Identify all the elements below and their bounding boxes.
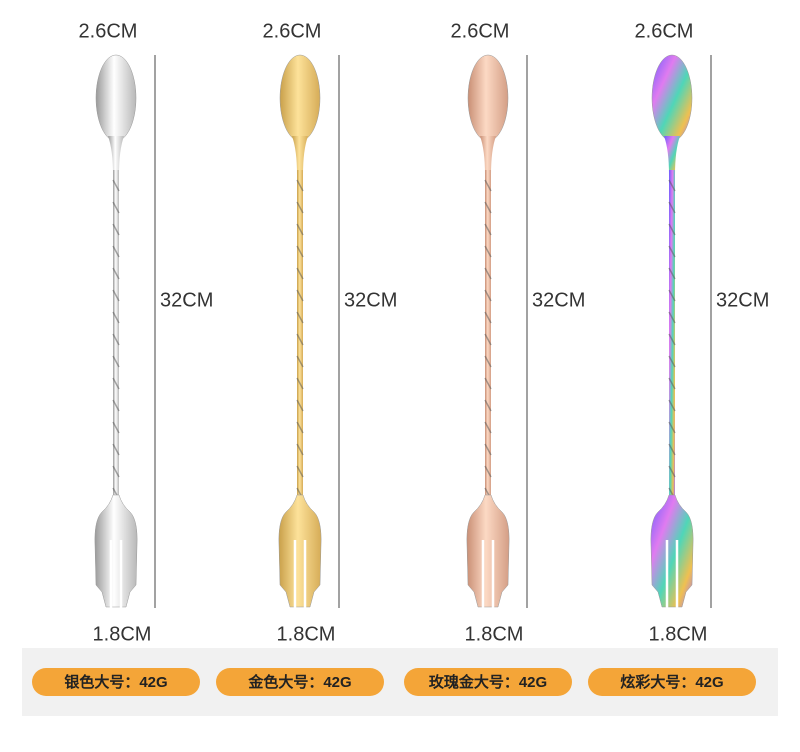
- twist: [296, 355, 304, 368]
- twist: [668, 355, 676, 368]
- twist: [484, 355, 492, 368]
- bottom-width: 1.8CM: [277, 623, 336, 645]
- twist: [296, 443, 304, 456]
- spoon-neck: [664, 136, 680, 175]
- twist: [112, 311, 120, 324]
- twist: [484, 223, 492, 236]
- twist: [668, 421, 676, 434]
- bottom-width: 1.8CM: [465, 623, 524, 645]
- product-label: 银色大号：42G: [64, 673, 167, 691]
- twist: [112, 421, 120, 434]
- twist: [112, 399, 120, 412]
- label-pill: [588, 668, 756, 696]
- twist: [112, 289, 120, 302]
- twist: [296, 245, 304, 258]
- twist: [112, 377, 120, 390]
- spoon: [650, 54, 694, 608]
- product-label: 玫瑰金大号：42G: [429, 673, 547, 691]
- spoon: [94, 54, 138, 608]
- fork-head: [650, 494, 694, 608]
- twist: [484, 267, 492, 280]
- twist: [296, 311, 304, 324]
- twist: [484, 179, 492, 192]
- length: 32CM: [716, 289, 769, 311]
- twist: [668, 377, 676, 390]
- top-width: 2.6CM: [635, 20, 694, 42]
- spoon-bowl: [651, 54, 693, 142]
- twist: [668, 223, 676, 236]
- twist: [484, 443, 492, 456]
- label-pill: [32, 668, 200, 696]
- twist: [296, 465, 304, 478]
- twist: [484, 377, 492, 390]
- spoon-neck: [292, 136, 308, 175]
- product-label: 金色大号：42G: [247, 673, 351, 691]
- top-width: 2.6CM: [451, 20, 510, 42]
- twist: [296, 179, 304, 192]
- fork-head: [94, 494, 138, 608]
- product-label: 炫彩大号：42G: [620, 673, 723, 691]
- length: 32CM: [532, 289, 585, 311]
- bottom-width: 1.8CM: [649, 623, 708, 645]
- twist: [112, 333, 120, 346]
- top-width: 2.6CM: [79, 20, 138, 42]
- twist: [112, 179, 120, 192]
- twist: [112, 443, 120, 456]
- top-width: 2.6CM: [263, 20, 322, 42]
- twist: [112, 465, 120, 478]
- spoon-bowl: [279, 54, 321, 142]
- twist: [484, 399, 492, 412]
- twist: [296, 223, 304, 236]
- twist: [668, 179, 676, 192]
- twist: [484, 289, 492, 302]
- twist: [296, 201, 304, 214]
- twist: [668, 465, 676, 478]
- twist: [668, 333, 676, 346]
- twist: [112, 355, 120, 368]
- twist: [112, 223, 120, 236]
- twist: [484, 245, 492, 258]
- spoon-neck: [108, 136, 124, 175]
- twist: [668, 399, 676, 412]
- spoon-bowl: [95, 54, 137, 142]
- length: 32CM: [344, 289, 397, 311]
- twist: [668, 289, 676, 302]
- twist: [668, 267, 676, 280]
- twist: [484, 201, 492, 214]
- label-pill: [404, 668, 572, 696]
- twist: [484, 465, 492, 478]
- length: 32CM: [160, 289, 213, 311]
- twist: [484, 333, 492, 346]
- twist: [296, 267, 304, 280]
- spoon-neck: [480, 136, 496, 175]
- twist: [296, 377, 304, 390]
- twist: [112, 245, 120, 258]
- twist: [296, 289, 304, 302]
- twist: [296, 333, 304, 346]
- spoon: [466, 54, 510, 608]
- fork-head: [466, 494, 510, 608]
- twist: [296, 421, 304, 434]
- label-pill: [216, 668, 384, 696]
- twist: [668, 311, 676, 324]
- twist: [668, 201, 676, 214]
- spoon-bowl: [467, 54, 509, 142]
- twist: [484, 421, 492, 434]
- spoon: [278, 54, 322, 608]
- twist: [668, 245, 676, 258]
- bottom-width: 1.8CM: [93, 623, 152, 645]
- twist: [668, 443, 676, 456]
- fork-head: [278, 494, 322, 608]
- twist: [484, 311, 492, 324]
- twist: [112, 267, 120, 280]
- twist: [296, 399, 304, 412]
- twist: [112, 201, 120, 214]
